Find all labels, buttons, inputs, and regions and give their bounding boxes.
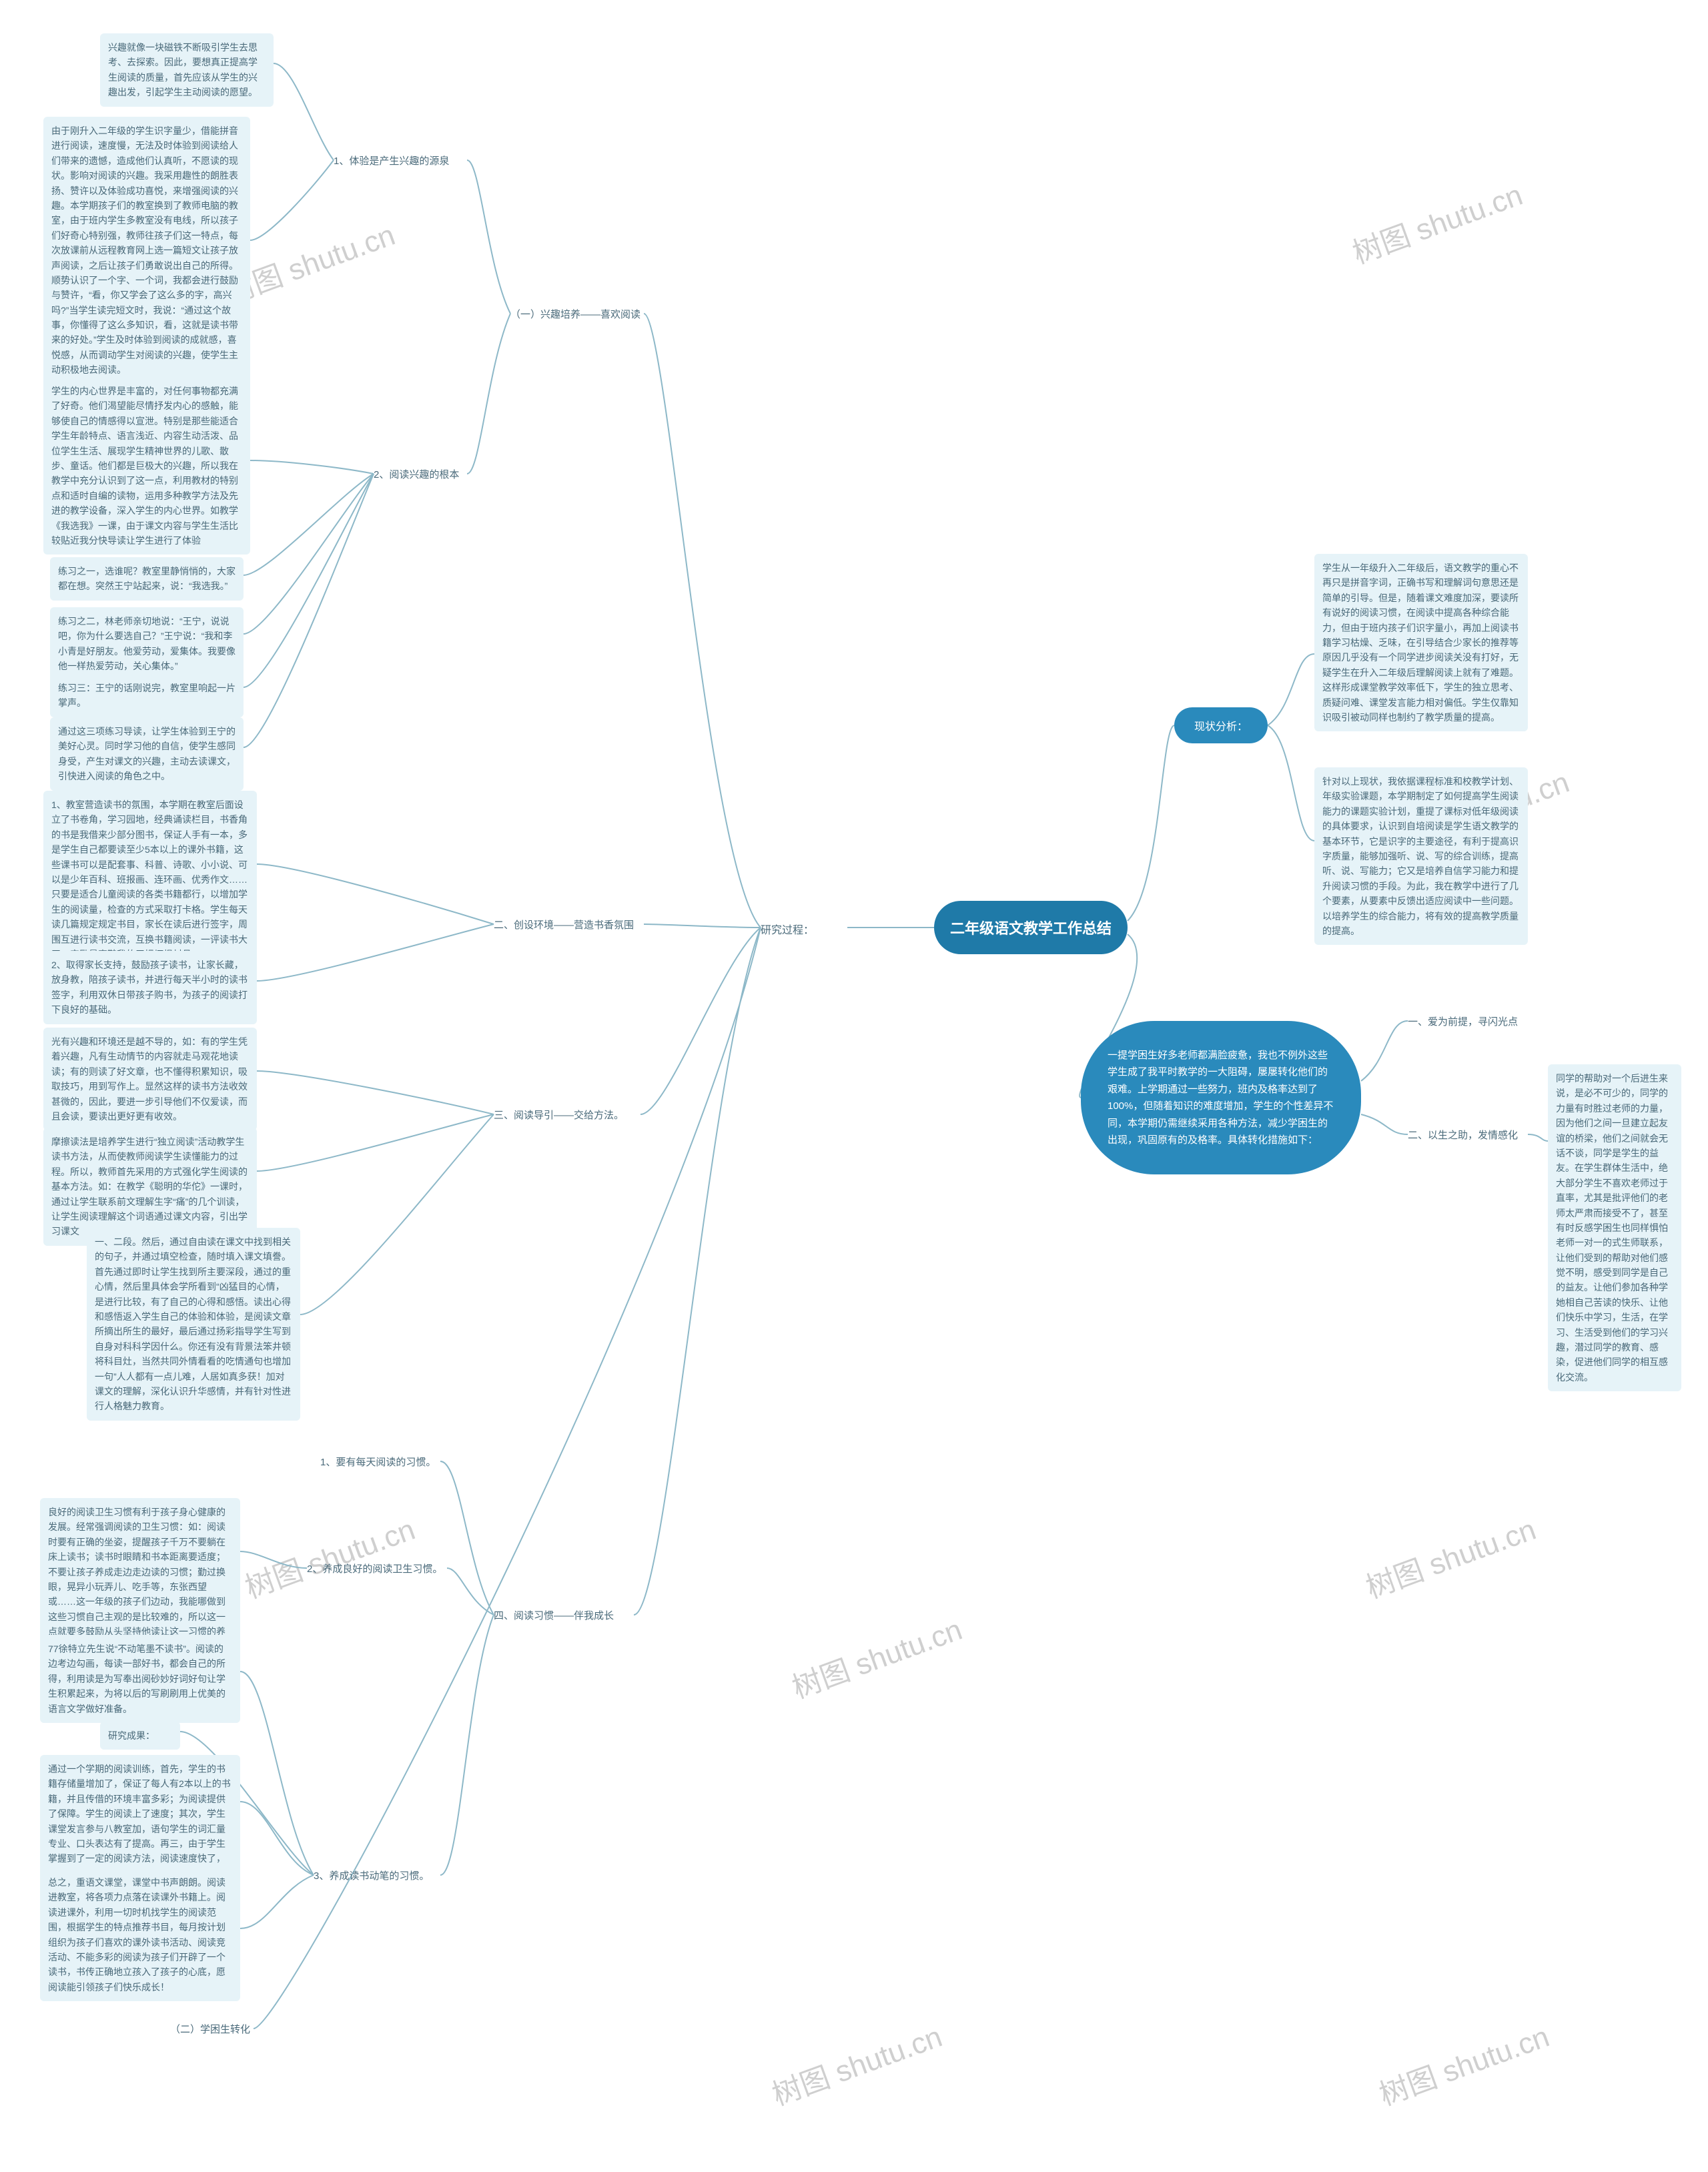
strategy-label-2[interactable]: 二、以生之助，发情感化 bbox=[1408, 1128, 1518, 1142]
strategy-label-1[interactable]: 一、爱为前提，寻闪光点 bbox=[1408, 1014, 1518, 1028]
branch-4-sub-3[interactable]: 3、养成读书动笔的习惯。 bbox=[314, 1868, 429, 1882]
b1-s2-leaf-2: 练习之一，选谁呢？教室里静悄悄的，大家都在想。突然王宁站起来，说：“我选我。” bbox=[50, 557, 244, 601]
b1-s1-leaf-2: 由于刚升入二年级的学生识字量少，借能拼音进行阅读，速度慢，无法及时体验到阅读给人… bbox=[43, 117, 250, 384]
sub-strategies[interactable]: 一提学困生好多老师都满脸疲惫，我也不例外这些学生成了我平时教学的一大阻碍，屡屡转… bbox=[1081, 1021, 1361, 1174]
b2-leaf-1: 1、教室营造读书的氛围，本学期在教室后面设立了书卷角，学习园地，经典诵读栏目，书… bbox=[43, 791, 257, 968]
process-label[interactable]: 研究过程： bbox=[761, 921, 814, 937]
watermark: 树图 shutu.cn bbox=[765, 2013, 947, 2113]
branch-5-label[interactable]: （二）学困生转化 bbox=[170, 2022, 250, 2036]
branch-4-label[interactable]: 四、阅读习惯——伴我成长 bbox=[494, 1608, 614, 1622]
watermark: 树图 shutu.cn bbox=[1359, 1505, 1541, 1606]
branch-3-label[interactable]: 三、阅读导引——交给方法。 bbox=[494, 1108, 624, 1122]
b1-s2-leaf-5: 通过这三项练习导读，让学生体验到王宁的美好心灵。同时学习他的自信，使学生感同身受… bbox=[50, 717, 244, 791]
branch-4-sub-2[interactable]: 2、养成良好的阅读卫生习惯。 bbox=[307, 1561, 442, 1575]
b1-s2-leaf-1: 学生的内心世界是丰富的，对任何事物都充满了好奇。他们渴望能尽情抒发内心的感触，能… bbox=[43, 377, 250, 555]
watermark: 树图 shutu.cn bbox=[785, 1605, 967, 1706]
b4-s3-leaf-4: 总之，重语文课堂，课堂中书声朗朗。阅读进教室，将各项力点落在读课外书籍上。阅读进… bbox=[40, 1868, 240, 2001]
b4-s3-leaf-1: 77徐特立先生说“不动笔墨不读书”。阅读的边考边勾画，每读一部好书，都会自己的所… bbox=[40, 1635, 240, 1723]
status-leaf-2: 针对以上现状，我依据课程标准和校教学计划、年级实验课题，本学期制定了如何提高学生… bbox=[1314, 767, 1528, 945]
b4-s3-leaf-2: 研究成果： bbox=[100, 1722, 180, 1750]
mindmap-stage: 树图 shutu.cn 树图 shutu.cn 树图 shutu.cn 树图 s… bbox=[0, 0, 1708, 2172]
branch-4-sub-1[interactable]: 1、要有每天阅读的习惯。 bbox=[320, 1455, 436, 1469]
branch-1-label[interactable]: （一）兴趣培养——喜欢阅读 bbox=[510, 307, 640, 321]
b3-leaf-3: 一、二段。然后，通过自由读在课文中找到相关的句子，并通过填空检查，随时填入课文填… bbox=[87, 1228, 300, 1421]
branch-2-label[interactable]: 二、创设环境——营造书香氛围 bbox=[494, 918, 634, 932]
strategy-leaf-2: 同学的帮助对一个后进生来说，是必不可少的，同学的力量有时胜过老师的力量，因为他们… bbox=[1548, 1064, 1681, 1391]
branch-1-sub-1[interactable]: 1、体验是产生兴趣的源泉 bbox=[334, 153, 449, 167]
b2-leaf-2: 2、取得家长支持，鼓励孩子读书，让家长藏，放身教，陪孩子读书，并进行每天半小时的… bbox=[43, 951, 257, 1024]
watermark: 树图 shutu.cn bbox=[1346, 171, 1527, 272]
watermark: 树图 shutu.cn bbox=[238, 1505, 420, 1606]
watermark: 树图 shutu.cn bbox=[1372, 2013, 1554, 2113]
status-leaf-1: 学生从一年级升入二年级后，语文教学的重心不再只是拼音字词，正确书写和理解词句意思… bbox=[1314, 554, 1528, 731]
b1-s2-leaf-4: 练习三：王宁的话刚说完，教室里响起一片掌声。 bbox=[50, 674, 244, 717]
sub-status[interactable]: 现状分析： bbox=[1174, 707, 1268, 743]
b3-leaf-1: 光有兴趣和环境还是越不导的，如：有的学生凭着兴趣，凡有生动情节的内容就走马观花地… bbox=[43, 1028, 257, 1130]
center-node[interactable]: 二年级语文教学工作总结 bbox=[934, 901, 1128, 954]
b1-s1-leaf-1: 兴趣就像一块磁铁不断吸引学生去思考、去探索。因此，要想真正提高学生阅读的质量，首… bbox=[100, 33, 274, 107]
branch-1-sub-2[interactable]: 2、阅读兴趣的根本 bbox=[374, 467, 459, 481]
b1-s2-leaf-3: 练习之二，林老师亲切地说：“王宁，说说吧，你为什么要选自己？”王宁说：“我和李小… bbox=[50, 607, 244, 681]
